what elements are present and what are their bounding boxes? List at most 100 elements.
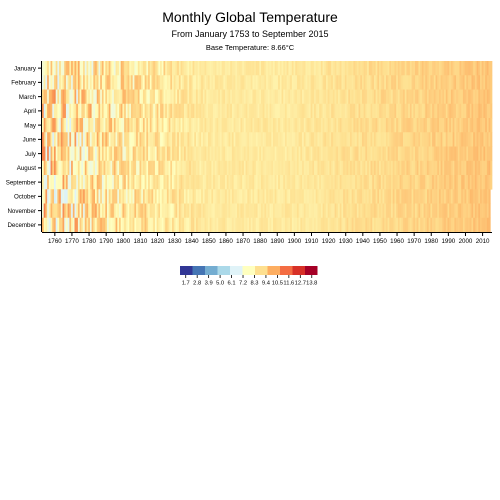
heatmap-cell (127, 61, 130, 76)
heatmap-cell (399, 132, 402, 147)
heatmap-cell (199, 217, 202, 233)
heatmap-cell (447, 203, 450, 219)
heatmap-cell (255, 203, 258, 219)
heatmap-cell (432, 103, 435, 119)
heatmap-cell (91, 132, 94, 147)
heatmap-cell (462, 203, 465, 219)
heatmap-cell (233, 175, 236, 190)
heatmap-cell (137, 146, 140, 162)
heatmap-cell (283, 203, 286, 219)
heatmap-cell (254, 75, 257, 90)
heatmap-cell (113, 132, 116, 147)
heatmap-cell (226, 61, 229, 76)
heatmap-cell (420, 103, 423, 119)
heatmap-cell (230, 103, 233, 119)
heatmap-cell (428, 217, 431, 233)
heatmap-cell (349, 160, 353, 176)
heatmap-cell (262, 160, 265, 176)
x-tick-label: 1860 (219, 238, 233, 245)
heatmap-cell (91, 203, 94, 219)
heatmap-cell (142, 103, 146, 119)
heatmap-cell (418, 75, 421, 90)
heatmap-cell (480, 160, 483, 176)
heatmap-cell (329, 118, 332, 133)
heatmap-cell (426, 217, 430, 233)
heatmap-cell (281, 189, 284, 204)
heatmap-cell (392, 175, 395, 190)
heatmap-cell (360, 61, 363, 76)
heatmap-cell (373, 189, 376, 204)
heatmap-cell (225, 103, 228, 119)
heatmap-cell (401, 118, 404, 133)
heatmap-cell (242, 160, 245, 176)
heatmap-cell (379, 132, 382, 147)
heatmap-cell (444, 89, 447, 105)
heatmap-cell (142, 175, 146, 190)
heatmap-cell (283, 75, 286, 90)
heatmap-cell (461, 189, 464, 204)
heatmap-cell (425, 189, 428, 204)
heatmap-cell (59, 160, 62, 176)
heatmap-cell (199, 103, 202, 119)
heatmap-cell (163, 61, 166, 76)
heatmap-cell (62, 118, 65, 133)
heatmap-cell (339, 160, 342, 176)
heatmap-cell (432, 146, 435, 162)
heatmap-cell (355, 203, 358, 219)
heatmap-cell (168, 75, 171, 90)
heatmap-cell (264, 160, 267, 176)
heatmap-cell (235, 217, 238, 233)
heatmap-cell (454, 118, 457, 133)
heatmap-cell (120, 160, 123, 176)
heatmap-cell (372, 118, 375, 133)
heatmap-cell (298, 175, 301, 190)
heatmap-cell (249, 103, 252, 119)
heatmap-cell (339, 89, 342, 105)
heatmap-cell (238, 175, 241, 190)
heatmap-cell (283, 160, 286, 176)
heatmap-cell (403, 103, 406, 119)
heatmap-cell (107, 175, 110, 190)
heatmap-cell (142, 118, 146, 133)
heatmap-cell (341, 75, 344, 90)
x-tick-label: 1940 (356, 238, 370, 245)
heatmap-cell (129, 75, 132, 90)
heatmap-cell (473, 61, 476, 76)
heatmap-cell (103, 132, 106, 147)
heatmap-cell (332, 217, 335, 233)
heatmap-cell (281, 132, 284, 147)
heatmap-cell (161, 118, 164, 133)
heatmap-cell (490, 146, 493, 162)
heatmap-cell (42, 89, 45, 105)
heatmap-cell (353, 146, 356, 162)
heatmap-cell (175, 132, 178, 147)
heatmap-cell (377, 146, 380, 162)
heatmap-cell (413, 75, 416, 90)
heatmap-cell (96, 103, 99, 119)
heatmap-cell (356, 160, 359, 176)
heatmap-cell (237, 189, 240, 204)
heatmap-cell (83, 61, 86, 76)
heatmap-cell (476, 189, 479, 204)
heatmap-cell (125, 175, 128, 190)
heatmap-cell (336, 103, 339, 119)
heatmap-cell (101, 160, 104, 176)
heatmap-cell (146, 89, 149, 105)
heatmap-cell (170, 89, 173, 105)
heatmap-cell (462, 189, 465, 204)
heatmap-cell (144, 175, 147, 190)
heatmap-cell (230, 132, 233, 147)
heatmap-cell (165, 89, 168, 105)
y-tick-label: November (7, 208, 36, 215)
heatmap-cell (201, 217, 204, 233)
heatmap-cell (178, 118, 181, 133)
heatmap-cell (332, 146, 335, 162)
heatmap-cell (86, 189, 89, 204)
heatmap-cell (95, 146, 98, 162)
heatmap-cell (271, 75, 274, 90)
heatmap-cell (250, 160, 253, 176)
heatmap-cell (74, 61, 77, 76)
y-tick-label: April (24, 108, 36, 115)
heatmap-cell (89, 103, 92, 119)
heatmap-cell (226, 146, 229, 162)
